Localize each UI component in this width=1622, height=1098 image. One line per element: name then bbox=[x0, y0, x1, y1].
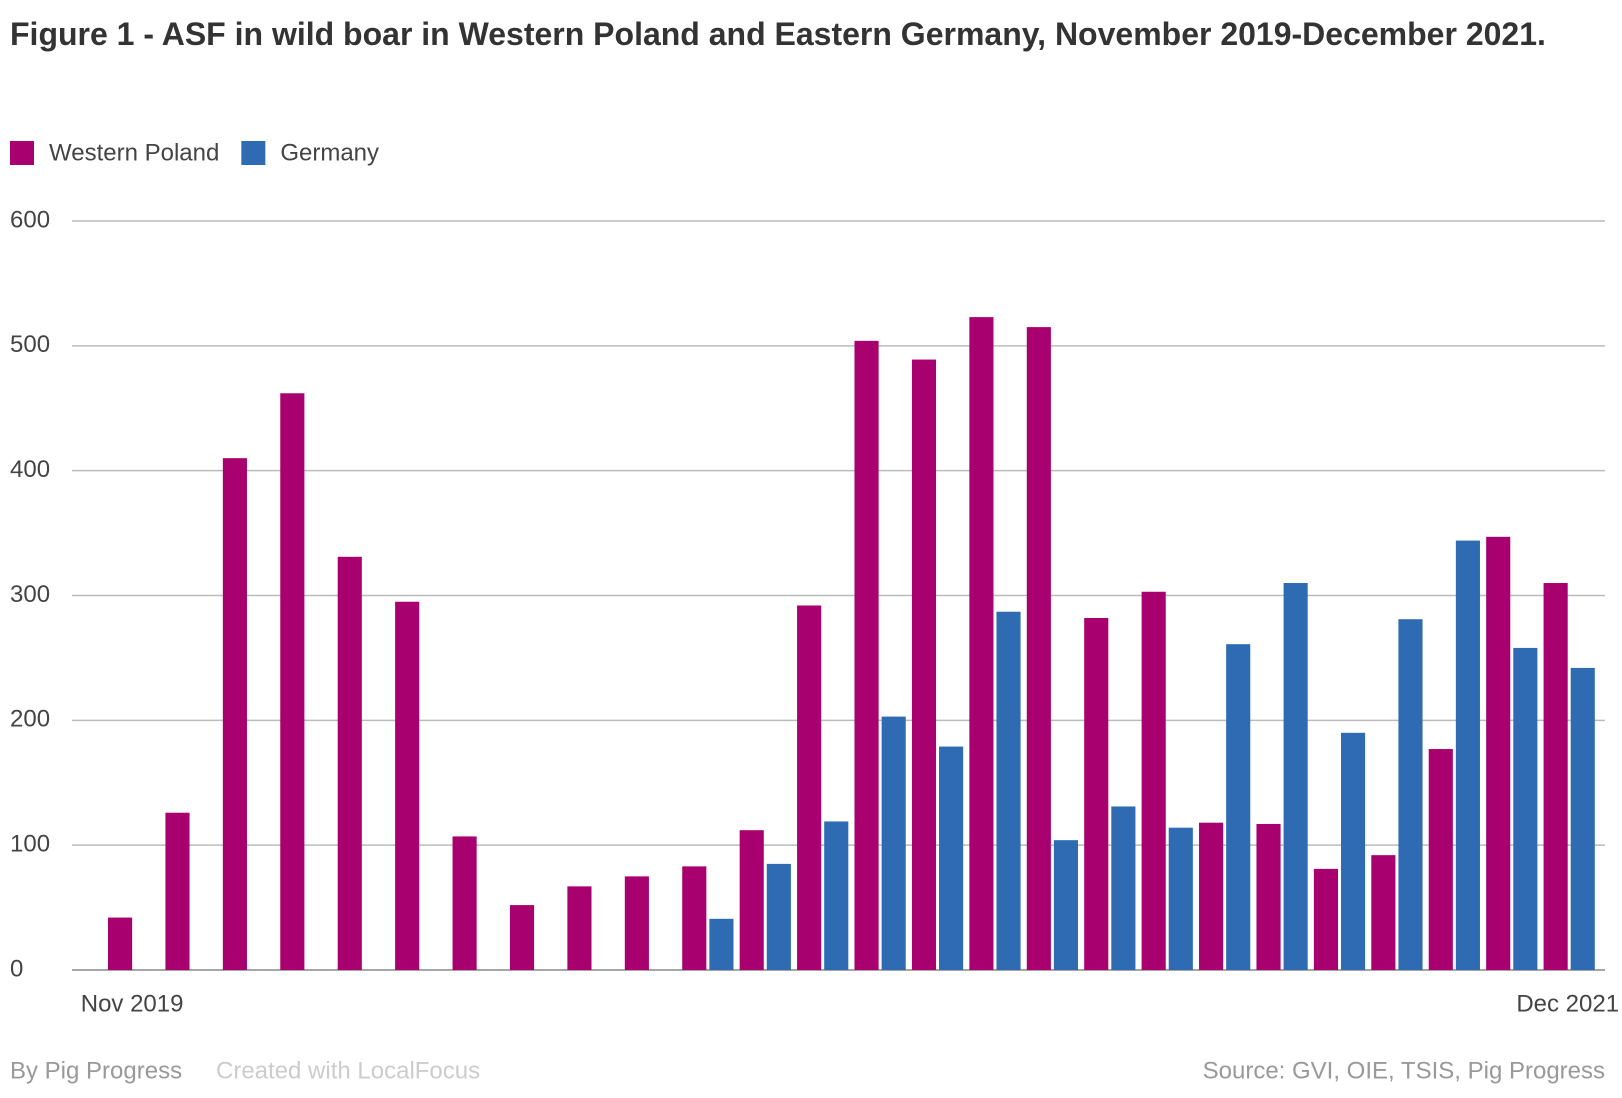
bar bbox=[1513, 647, 1538, 970]
bar bbox=[567, 886, 592, 970]
y-tick-label: 500 bbox=[10, 331, 50, 358]
bar bbox=[1168, 827, 1193, 970]
legend-label: Western Poland bbox=[49, 139, 219, 166]
bar bbox=[1226, 644, 1251, 970]
bar bbox=[1283, 583, 1308, 970]
bar bbox=[969, 317, 994, 970]
legend-label: Germany bbox=[280, 139, 379, 166]
bar bbox=[509, 905, 535, 970]
bar bbox=[165, 812, 190, 970]
bar bbox=[624, 876, 649, 970]
bar bbox=[1371, 855, 1396, 970]
bar bbox=[911, 359, 937, 970]
bar bbox=[395, 601, 420, 970]
bar bbox=[1570, 667, 1595, 970]
bar bbox=[1199, 822, 1224, 970]
legend-swatch bbox=[241, 141, 266, 165]
chart-title: Figure 1 - ASF in wild boar in Western P… bbox=[10, 16, 1546, 52]
bar bbox=[739, 830, 764, 970]
bar bbox=[222, 458, 247, 970]
bar bbox=[709, 918, 734, 970]
bar bbox=[766, 863, 791, 970]
x-tick-label: Dec 2021 bbox=[1516, 990, 1619, 1017]
bar bbox=[854, 340, 879, 971]
bar bbox=[1341, 732, 1366, 970]
bar bbox=[1398, 619, 1423, 970]
x-tick-label: Nov 2019 bbox=[81, 990, 184, 1017]
bar bbox=[1256, 823, 1281, 970]
bar bbox=[797, 605, 822, 970]
y-tick-label: 0 bbox=[10, 955, 23, 982]
y-tick-label: 400 bbox=[10, 456, 50, 483]
bar bbox=[1543, 583, 1568, 970]
source: Source: GVI, OIE, TSIS, Pig Progress bbox=[1203, 1057, 1605, 1084]
y-tick-label: 100 bbox=[10, 831, 50, 858]
bar bbox=[1111, 806, 1136, 970]
bar bbox=[1313, 868, 1339, 970]
bar bbox=[682, 866, 707, 970]
bar bbox=[337, 556, 362, 970]
bar bbox=[1026, 327, 1051, 970]
bar bbox=[1428, 749, 1453, 970]
bar bbox=[280, 393, 305, 970]
byline: By Pig Progress bbox=[10, 1057, 182, 1084]
bar bbox=[824, 821, 849, 970]
bar bbox=[452, 836, 477, 970]
credit: Created with LocalFocus bbox=[216, 1057, 480, 1084]
y-tick-label: 600 bbox=[10, 206, 50, 233]
y-tick-label: 300 bbox=[10, 581, 50, 608]
legend-swatch bbox=[10, 141, 34, 165]
bar bbox=[1084, 617, 1109, 970]
bar bbox=[1455, 540, 1480, 970]
bar bbox=[939, 746, 964, 970]
bar bbox=[881, 716, 906, 970]
bar bbox=[1141, 591, 1166, 970]
bar bbox=[1486, 536, 1511, 970]
bar bbox=[996, 611, 1021, 970]
bar bbox=[1053, 840, 1079, 970]
y-tick-label: 200 bbox=[10, 706, 50, 733]
bar bbox=[108, 917, 133, 970]
